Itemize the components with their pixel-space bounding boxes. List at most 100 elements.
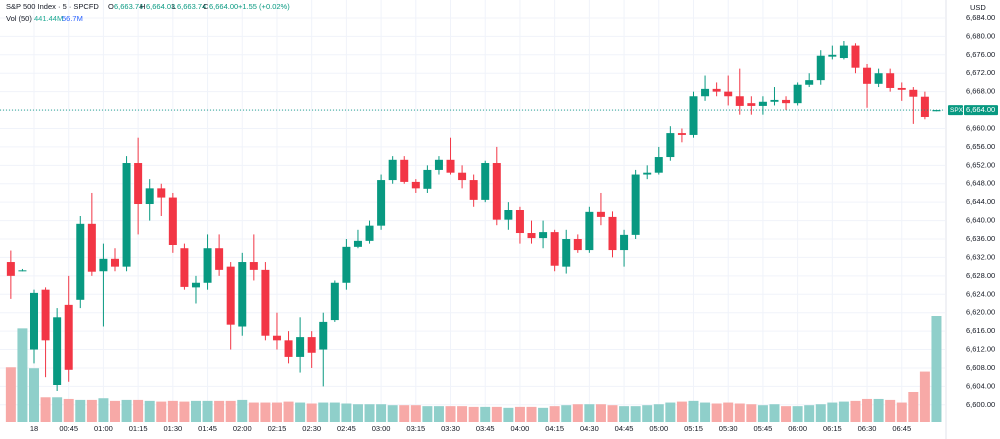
volume-bar (572, 404, 583, 422)
close: 6,664.00 (209, 2, 238, 11)
volume-bar (5, 367, 16, 422)
candle-body (18, 270, 27, 272)
volume-bar (214, 400, 225, 422)
candle-body (782, 99, 791, 104)
candle-body (677, 133, 686, 135)
candle-body (446, 159, 455, 173)
candle-body (620, 234, 629, 251)
volume-bar (399, 405, 410, 422)
x-tick-label: 06:00 (788, 424, 807, 433)
x-tick-label: 04:45 (615, 424, 634, 433)
y-tick-label: 6,640.00 (966, 216, 995, 225)
x-tick-label: 02:15 (268, 424, 287, 433)
volume-ma: 56.7M (62, 14, 83, 23)
candle-body (330, 282, 339, 321)
candle-body (839, 45, 848, 59)
volume-bar (757, 405, 768, 422)
volume-bar (561, 405, 572, 422)
volume-bar (746, 404, 757, 422)
candle-body (411, 181, 420, 189)
x-tick-label: 04:15 (545, 424, 564, 433)
candle-body (573, 239, 582, 251)
candle-body (296, 337, 305, 357)
candle-body (238, 262, 247, 327)
volume-bar (237, 399, 248, 422)
volume-bar (676, 401, 687, 422)
candle-body (434, 159, 443, 170)
x-tick-label: 04:00 (511, 424, 530, 433)
candle-body (735, 96, 744, 106)
x-tick-label: 03:45 (476, 424, 495, 433)
volume-bar (144, 400, 155, 422)
volume-bar (491, 406, 502, 422)
candle-body (874, 73, 883, 84)
y-tick-label: 6,604.00 (966, 381, 995, 390)
candle-body (515, 210, 524, 234)
price-tag (964, 105, 998, 116)
volume-bar (480, 406, 491, 422)
low: 6,663.74 (177, 2, 206, 11)
candle-body (226, 266, 235, 325)
candle-body (805, 80, 814, 85)
candle-body (666, 133, 675, 158)
volume-bar (29, 368, 39, 422)
candle-body (41, 289, 50, 341)
y-tick-label: 6,616.00 (966, 326, 995, 335)
volume-bar (503, 407, 514, 422)
volume-bar (630, 406, 641, 422)
currency: USD (970, 3, 986, 12)
candle-body (400, 159, 409, 182)
volume-bar (804, 405, 815, 422)
volume-bar (190, 400, 201, 422)
y-tick-label: 6,680.00 (966, 31, 995, 40)
volume-bar (457, 406, 468, 422)
volume-bar (665, 402, 676, 422)
candle-body (585, 211, 594, 251)
volume-bar (792, 406, 803, 422)
volume-bar (885, 399, 896, 422)
volume-bar (433, 406, 444, 422)
candle-body (272, 335, 281, 341)
volume-bar (838, 401, 849, 422)
candle-body (284, 340, 293, 357)
volume-bar (781, 406, 792, 422)
symbol-tag (948, 105, 963, 116)
volume-label: Vol (50) (6, 14, 32, 23)
volume-bar (306, 403, 317, 422)
volume-bar (387, 405, 398, 422)
volume-bar (931, 316, 942, 422)
volume-bar (815, 404, 826, 422)
candle-body (654, 157, 663, 173)
y-tick-label: 6,656.00 (966, 142, 995, 151)
symbol: S&P 500 Index · 5 · SPCFD (6, 2, 99, 11)
candle-body (319, 321, 328, 350)
volume-bar (202, 400, 213, 422)
y-tick-label: 6,624.00 (966, 289, 995, 298)
grid (0, 0, 945, 422)
candle-body (886, 73, 895, 88)
axes: 6,600.00 6,604.00 6,608.00 6,612.00 6,616.00… (0, 13, 998, 433)
candle-body (550, 232, 559, 266)
volume-bar (862, 398, 873, 422)
y-tick-label: 6,676.00 (966, 50, 995, 59)
volume-bar (422, 406, 433, 422)
volume-bar (179, 401, 190, 422)
candle-body (6, 262, 15, 276)
volume-bar (688, 400, 699, 422)
volume-bar (410, 405, 421, 422)
close-label: C (203, 2, 209, 11)
x-tick-label: 02:45 (337, 424, 356, 433)
volume-bar (468, 406, 479, 422)
candle-body (492, 163, 501, 220)
candle-body (353, 240, 362, 247)
volume-bar (75, 399, 86, 422)
x-tick-label: 06:30 (858, 424, 877, 433)
x-tick-label: 03:30 (441, 424, 460, 433)
symbol-tag-text: SPX (950, 107, 964, 114)
x-tick-label: 01:45 (198, 424, 217, 433)
x-tick-label: 18 (30, 424, 38, 433)
change: +1.55 (+0.02%) (238, 2, 290, 11)
candle-body (596, 211, 605, 217)
candle-body (770, 99, 779, 102)
